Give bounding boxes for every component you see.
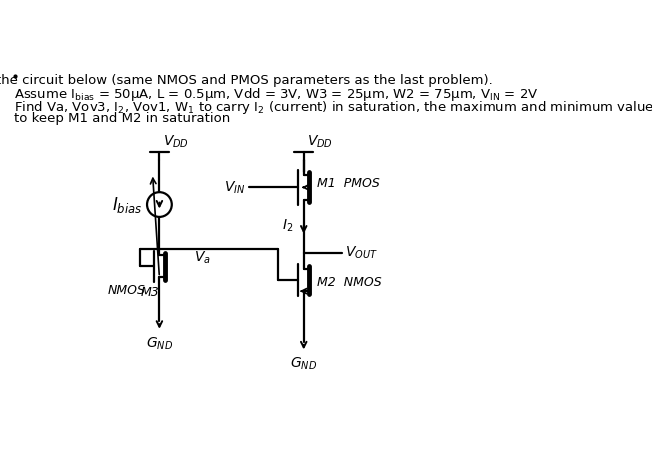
Text: $V_{OUT}$: $V_{OUT}$ (345, 244, 378, 261)
Text: $V_{IN}$: $V_{IN}$ (224, 179, 245, 196)
Text: Assume I$_{\mathregular{bias}}$ = 50μA, L = 0.5μm, Vdd = 3V, W3 = 25μm, W2 = 75μ: Assume I$_{\mathregular{bias}}$ = 50μA, … (14, 86, 538, 103)
Text: $V_a$: $V_a$ (194, 250, 211, 267)
Text: $V_{DD}$: $V_{DD}$ (163, 134, 189, 150)
Text: $\mathit{G_{ND}}$: $\mathit{G_{ND}}$ (146, 335, 173, 351)
Text: $\mathit{I}_{bias}$: $\mathit{I}_{bias}$ (111, 194, 142, 215)
Text: $I_2$: $I_2$ (282, 218, 293, 235)
Text: $\mathit{G_{ND}}$: $\mathit{G_{ND}}$ (290, 356, 318, 372)
Text: M2  NMOS: M2 NMOS (318, 276, 382, 289)
Text: M3: M3 (140, 285, 159, 299)
Text: M1  PMOS: M1 PMOS (318, 177, 380, 190)
Text: NMOS: NMOS (108, 284, 146, 297)
Text: For the circuit below (same NMOS and PMOS parameters as the last problem).: For the circuit below (same NMOS and PMO… (0, 74, 493, 87)
Text: to keep M1 and M2 in saturation: to keep M1 and M2 in saturation (14, 112, 230, 125)
Text: Find Va, Vov3, I$_2$, Vov1, W$_1$ to carry I$_2$ (current) in saturation, the ma: Find Va, Vov3, I$_2$, Vov1, W$_1$ to car… (14, 99, 652, 116)
Text: $V_{DD}$: $V_{DD}$ (307, 134, 333, 150)
